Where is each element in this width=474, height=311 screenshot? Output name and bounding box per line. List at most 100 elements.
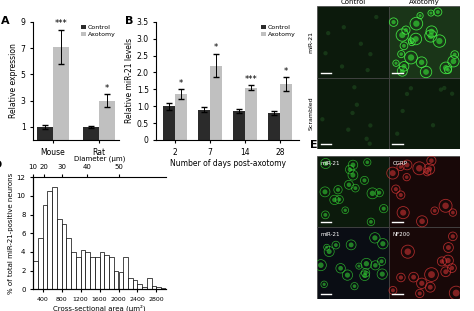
Legend: Control, Axotomy: Control, Axotomy xyxy=(81,25,115,37)
Text: miR-21: miR-21 xyxy=(309,31,314,53)
Circle shape xyxy=(451,234,455,239)
Circle shape xyxy=(399,32,405,38)
Circle shape xyxy=(413,36,419,42)
Circle shape xyxy=(436,38,443,44)
Circle shape xyxy=(351,163,356,167)
Circle shape xyxy=(372,235,377,240)
Bar xyxy=(317,6,389,78)
Circle shape xyxy=(442,86,447,90)
Bar xyxy=(38,238,43,289)
Circle shape xyxy=(369,220,373,224)
Text: E: E xyxy=(310,140,318,150)
Bar xyxy=(317,227,389,299)
Bar xyxy=(104,255,109,289)
Circle shape xyxy=(451,58,456,64)
Circle shape xyxy=(429,29,435,34)
Circle shape xyxy=(363,179,366,183)
Circle shape xyxy=(446,68,450,72)
Circle shape xyxy=(405,162,410,167)
Bar xyxy=(109,257,114,289)
Bar xyxy=(317,78,389,149)
Circle shape xyxy=(377,191,381,195)
Text: Axotomy: Axotomy xyxy=(409,0,440,5)
Circle shape xyxy=(427,166,432,172)
Circle shape xyxy=(423,69,429,75)
Y-axis label: % of total miR-21-positive neurons: % of total miR-21-positive neurons xyxy=(8,173,14,294)
Circle shape xyxy=(404,28,408,32)
Bar xyxy=(233,111,245,140)
Circle shape xyxy=(399,165,402,169)
Circle shape xyxy=(322,189,328,194)
Text: A: A xyxy=(1,16,9,26)
Circle shape xyxy=(410,41,413,44)
Bar xyxy=(389,227,460,299)
Circle shape xyxy=(322,283,326,286)
Bar xyxy=(198,109,210,140)
Bar xyxy=(37,127,53,140)
Circle shape xyxy=(340,64,344,69)
Circle shape xyxy=(347,167,352,172)
Bar xyxy=(71,252,76,289)
Circle shape xyxy=(453,53,456,57)
Bar xyxy=(389,156,460,227)
Bar xyxy=(147,278,152,289)
Bar xyxy=(268,113,280,140)
Circle shape xyxy=(419,14,422,17)
Text: miR-21: miR-21 xyxy=(321,160,340,165)
Circle shape xyxy=(405,92,409,96)
Circle shape xyxy=(443,65,449,71)
Text: D: D xyxy=(0,160,3,170)
Circle shape xyxy=(391,288,395,292)
Text: *: * xyxy=(104,84,109,93)
Circle shape xyxy=(428,33,434,39)
Circle shape xyxy=(429,12,432,15)
Circle shape xyxy=(327,249,332,254)
Circle shape xyxy=(405,175,409,179)
Text: *: * xyxy=(179,79,183,88)
Bar xyxy=(210,66,222,140)
Circle shape xyxy=(436,10,440,14)
Circle shape xyxy=(318,262,324,268)
Circle shape xyxy=(345,272,350,278)
Bar xyxy=(90,257,95,289)
Circle shape xyxy=(323,51,328,55)
Circle shape xyxy=(395,132,400,136)
Circle shape xyxy=(399,193,403,197)
Circle shape xyxy=(342,25,346,29)
Circle shape xyxy=(344,209,347,212)
X-axis label: Diameter (μm): Diameter (μm) xyxy=(74,156,125,162)
Circle shape xyxy=(450,266,454,270)
Text: Control: Control xyxy=(340,0,365,5)
Circle shape xyxy=(410,39,412,42)
Circle shape xyxy=(353,284,356,288)
Circle shape xyxy=(357,265,360,268)
Circle shape xyxy=(394,187,398,191)
Circle shape xyxy=(400,210,406,216)
Text: ***: *** xyxy=(245,75,257,84)
Circle shape xyxy=(429,158,434,163)
Bar xyxy=(317,156,389,227)
Circle shape xyxy=(416,165,422,172)
Circle shape xyxy=(411,275,416,280)
Bar xyxy=(280,84,292,140)
Circle shape xyxy=(433,209,437,213)
Circle shape xyxy=(425,170,429,174)
Circle shape xyxy=(352,85,356,90)
Circle shape xyxy=(354,186,357,190)
Bar xyxy=(53,47,69,140)
Circle shape xyxy=(450,91,454,96)
Circle shape xyxy=(428,285,433,290)
Circle shape xyxy=(413,21,419,27)
Circle shape xyxy=(380,241,385,246)
Bar xyxy=(81,250,85,289)
Circle shape xyxy=(365,160,369,164)
Circle shape xyxy=(370,191,375,196)
Bar xyxy=(76,257,81,289)
Text: ***: *** xyxy=(55,19,67,28)
Text: miR-21: miR-21 xyxy=(321,232,340,237)
Text: *: * xyxy=(284,67,288,76)
Y-axis label: Relative expression: Relative expression xyxy=(9,44,18,118)
Bar xyxy=(100,252,104,289)
Bar xyxy=(33,261,38,289)
Bar xyxy=(137,284,142,289)
